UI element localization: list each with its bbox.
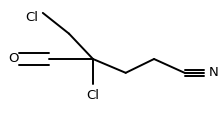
Text: Cl: Cl xyxy=(87,89,99,102)
Text: Cl: Cl xyxy=(26,11,38,24)
Text: N: N xyxy=(208,66,218,79)
Text: O: O xyxy=(8,53,18,65)
